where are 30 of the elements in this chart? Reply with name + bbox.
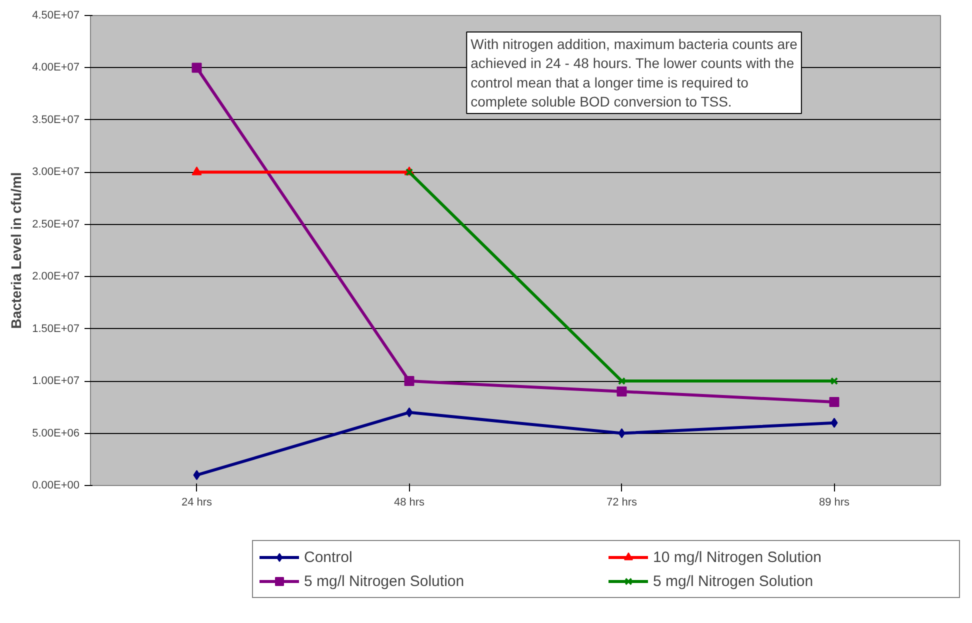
point	[829, 396, 840, 407]
y-tick-label: 2.00E+07	[32, 270, 80, 283]
x-tick-label: 48 hrs	[394, 496, 426, 508]
y-tick-label: 3.50E+07	[32, 114, 80, 126]
legend-label: 10 mg/l Nitrogen Solution	[653, 548, 822, 566]
point	[830, 377, 838, 385]
point	[404, 376, 414, 386]
point	[616, 386, 627, 396]
point	[193, 470, 200, 480]
y-tick-label: 4.50E+07	[32, 10, 80, 22]
y-axis-title: Bacteria Level in cfu/ml	[8, 172, 24, 329]
legend-label: 5 mg/l Nitrogen Solution	[653, 572, 814, 590]
y-tick-label: 2.50E+07	[32, 218, 80, 230]
legend-label: 5 mg/l Nitrogen Solution	[304, 572, 466, 590]
x-tick-label: 89 hrs	[818, 496, 850, 508]
point	[618, 377, 626, 385]
point	[830, 418, 838, 428]
annotation: With nitrogen addition, maximum bacteria counts are achieved in 24 - 48 hours. The lower counts with the control mean that a longer time is required to complete soluble BOD conversion to TSS.	[470, 36, 798, 110]
y-tick-label: 4.00E+07	[32, 62, 80, 74]
y-tick-label: 1.00E+07	[32, 375, 80, 388]
x-tick-label: 24 hrs	[181, 496, 213, 508]
x-tick-label: 72 hrs	[606, 496, 638, 508]
y-tick-label: 1.50E+07	[32, 322, 80, 335]
point	[618, 428, 626, 438]
y-tick-label: 0.00E+00	[32, 480, 80, 492]
legend-label: Control	[304, 548, 354, 566]
point	[406, 407, 413, 418]
point	[192, 62, 202, 73]
y-tick-label: 5.00E+06	[32, 427, 80, 440]
y-tick-label: 3.00E+07	[32, 166, 80, 178]
